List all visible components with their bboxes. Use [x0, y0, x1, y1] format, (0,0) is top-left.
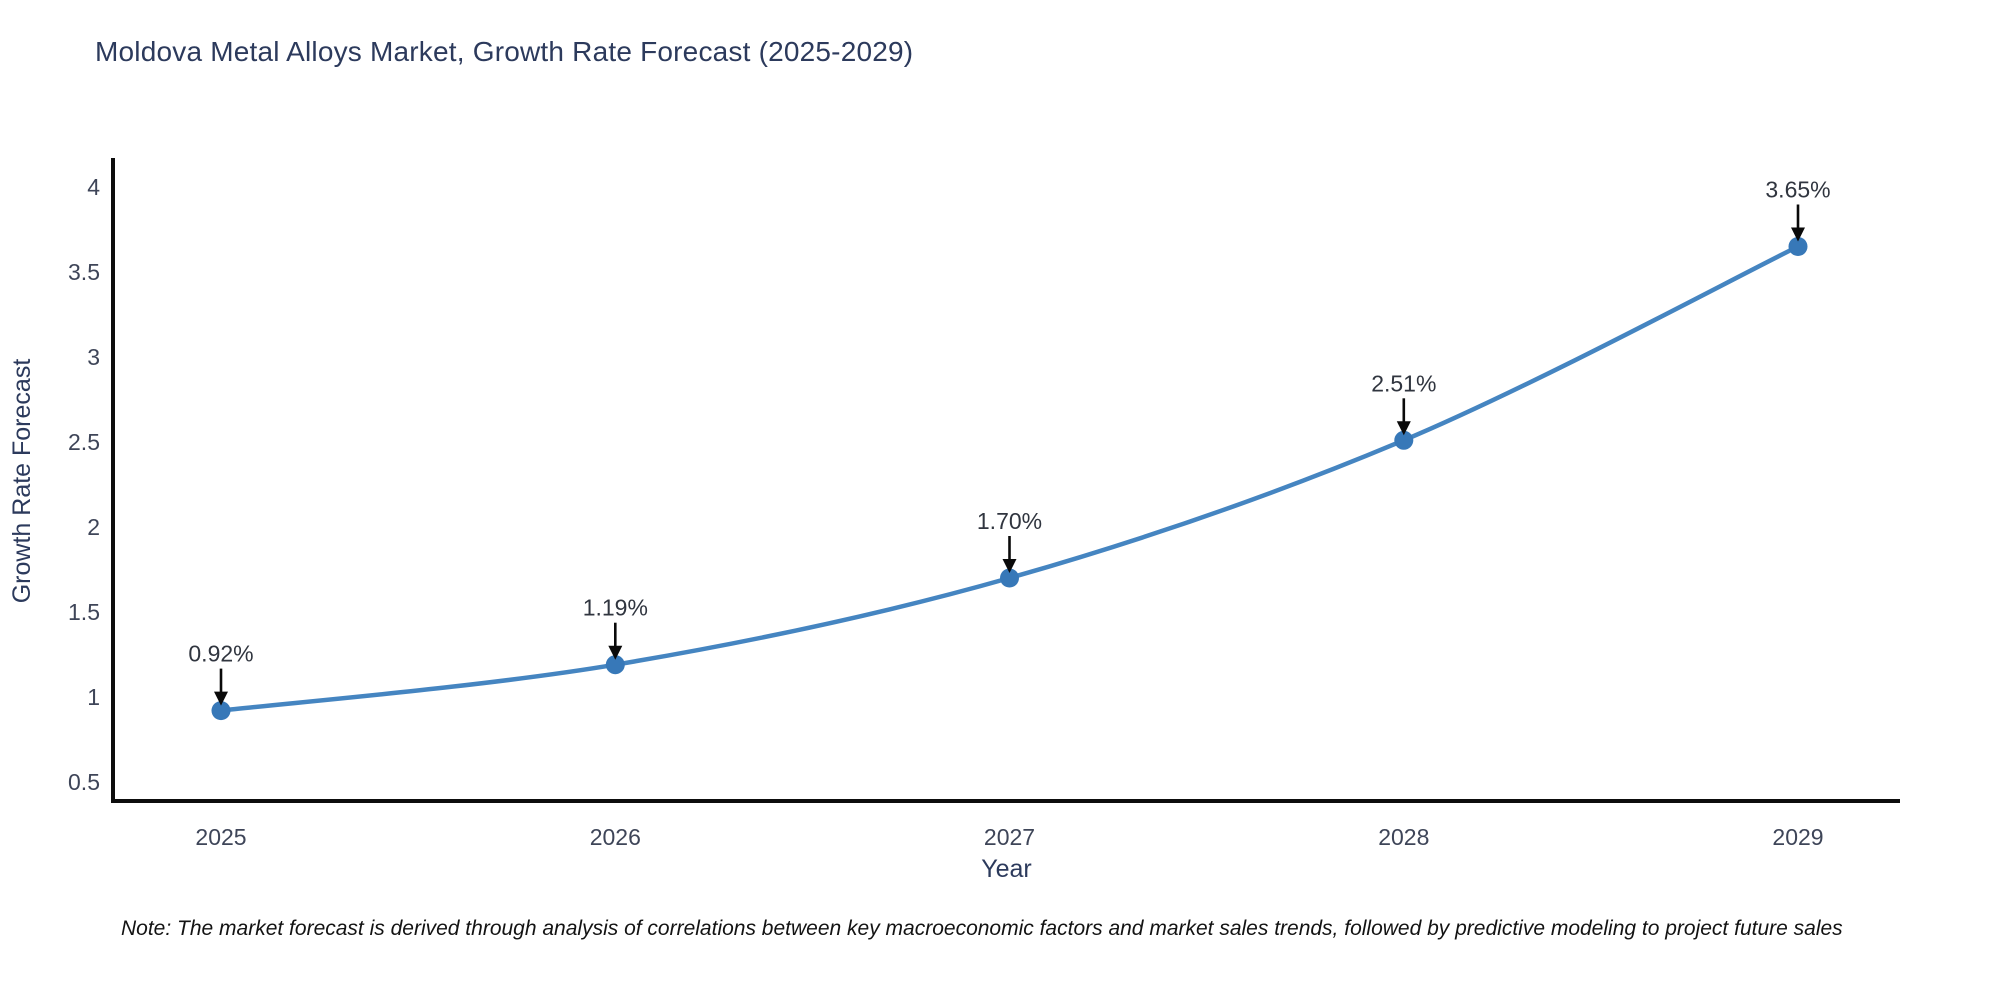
y-tick-label: 4 — [87, 174, 100, 200]
y-tick-label: 2.5 — [68, 429, 100, 455]
annotation-label: 2.51% — [1371, 370, 1436, 396]
annotation-label: 1.19% — [583, 595, 648, 621]
annotation-arrow-head — [1791, 227, 1805, 242]
annotation-label: 3.65% — [1765, 177, 1830, 203]
y-tick-label: 1 — [87, 684, 100, 710]
annotation-arrow-head — [608, 645, 623, 660]
y-axis-title: Growth Rate Forecast — [8, 359, 36, 604]
forecast-line — [218, 244, 1801, 713]
y-tick-label: 3 — [87, 344, 100, 370]
annotation-arrow-head — [1396, 421, 1411, 436]
data-point-marker — [1000, 568, 1019, 588]
data-point-marker — [1394, 430, 1414, 450]
y-tick-label: 1.5 — [68, 599, 100, 625]
annotation-arrow-head — [1002, 559, 1017, 573]
y-tick-label: 2 — [87, 514, 100, 540]
annotation-label: 0.92% — [188, 641, 253, 667]
x-tick-label: 2025 — [195, 824, 246, 850]
annotation-label: 1.70% — [977, 508, 1042, 534]
chart-title: Moldova Metal Alloys Market, Growth Rate… — [95, 36, 914, 67]
x-axis-title: Year — [981, 855, 1032, 883]
data-point-marker — [1788, 237, 1808, 256]
x-tick-label: 2029 — [1772, 824, 1823, 850]
x-tick-label: 2027 — [984, 824, 1035, 850]
y-tick-label: 0.5 — [68, 769, 100, 795]
x-tick-label: 2028 — [1378, 824, 1429, 850]
x-tick-label: 2026 — [590, 824, 641, 850]
data-point-marker — [211, 701, 231, 721]
y-tick-label: 3.5 — [68, 259, 100, 285]
footnote: Note: The market forecast is derived thr… — [121, 917, 1843, 940]
data-point-marker — [605, 655, 625, 675]
annotation-arrow-head — [214, 691, 228, 706]
